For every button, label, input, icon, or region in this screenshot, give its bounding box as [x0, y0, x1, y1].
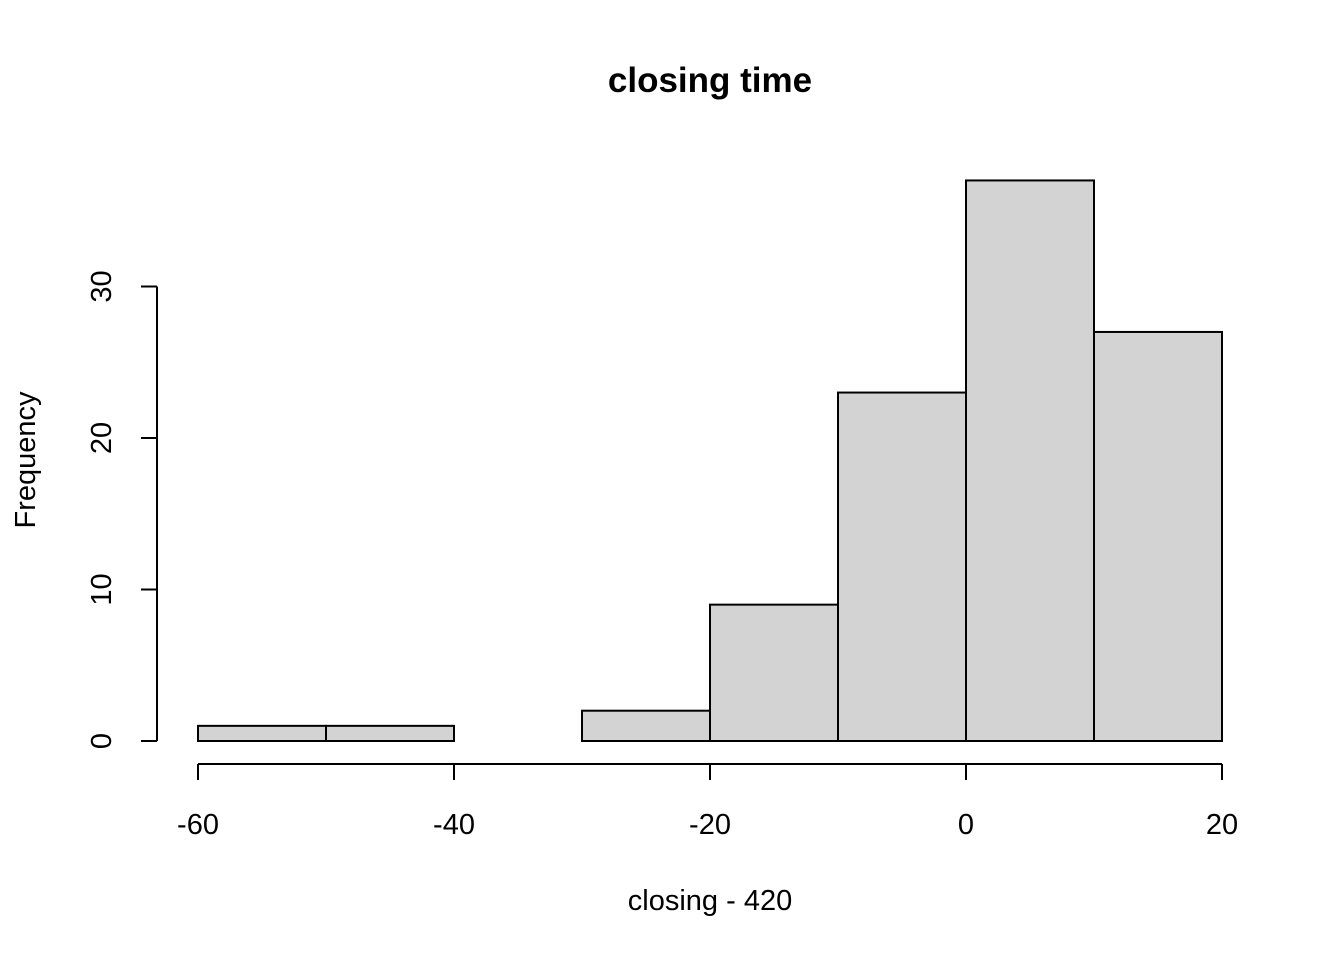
x-axis: -60 -40 -20 0 20	[177, 763, 1238, 841]
x-tick-label: 0	[958, 809, 974, 841]
x-tick-label: -60	[177, 809, 219, 841]
x-tick-label: -40	[433, 809, 475, 841]
histogram-bar	[709, 603, 839, 743]
x-tick-label: -20	[689, 809, 731, 841]
histogram-bar	[837, 391, 967, 742]
histogram-bar	[1093, 330, 1223, 742]
y-tick-label: 30	[86, 270, 118, 302]
y-tick-label: 10	[86, 573, 118, 605]
chart-title: closing time	[608, 61, 812, 100]
x-axis-label: closing - 420	[628, 885, 792, 917]
y-tick-label: 20	[86, 422, 118, 454]
histogram-bar	[581, 709, 711, 743]
y-axis: 0 10 20 30	[86, 270, 158, 749]
y-axis-label: Frequency	[10, 391, 42, 529]
x-tick-label: 20	[1206, 809, 1238, 841]
histogram-bar	[965, 179, 1095, 742]
y-tick-label: 0	[86, 733, 118, 749]
histogram-bar	[325, 724, 455, 742]
histogram-bar	[197, 724, 327, 742]
bars-group	[197, 179, 1223, 743]
